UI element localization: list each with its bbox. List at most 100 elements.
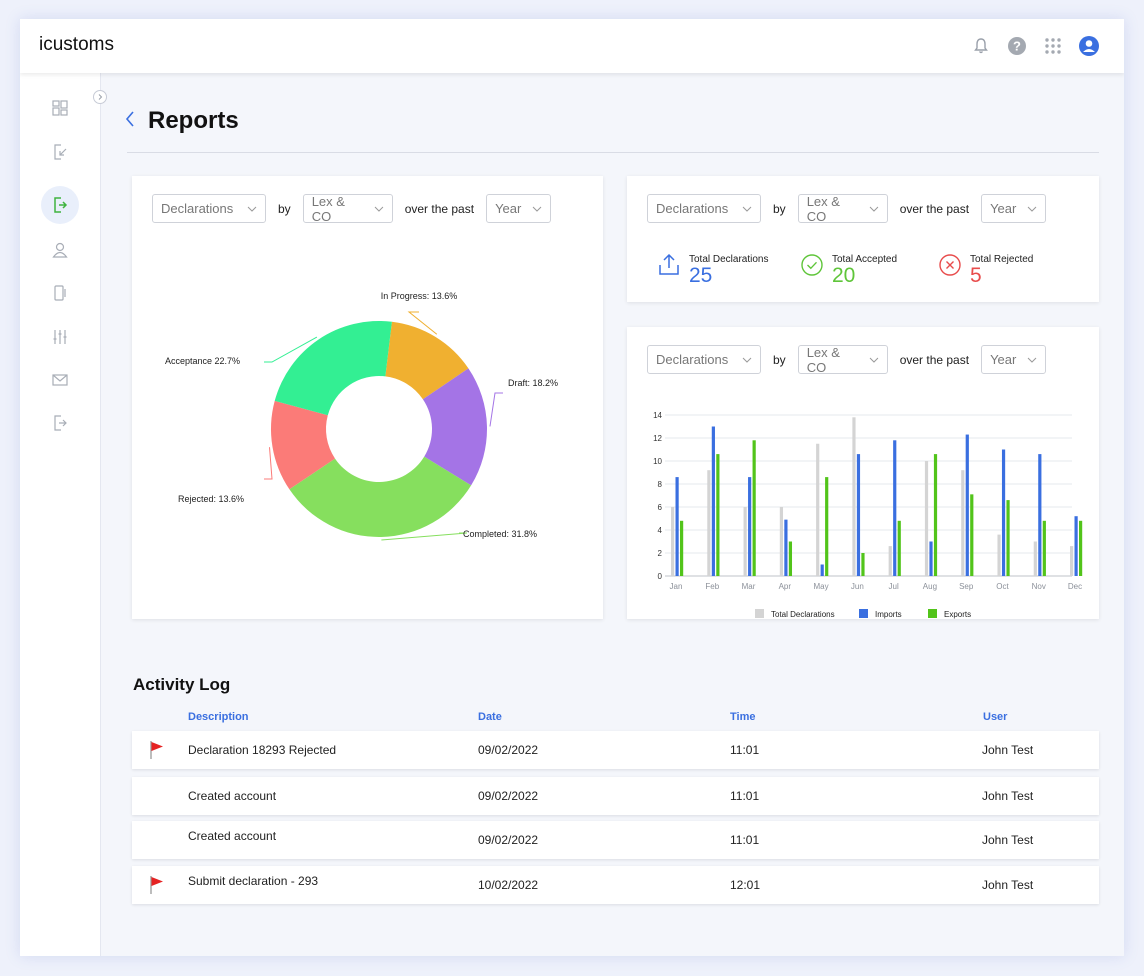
- bar-exports-apr[interactable]: [788, 541, 793, 577]
- bar-imports-nov[interactable]: [1038, 454, 1042, 576]
- bar-total-declarations-nov[interactable]: [1033, 541, 1037, 577]
- metric-select[interactable]: Declarations: [647, 345, 761, 374]
- donut-slice-draft[interactable]: [422, 368, 487, 486]
- stats-filters: Declarations by Lex & CO over the past Y…: [647, 194, 1047, 224]
- table-row[interactable]: Declaration 18293 Rejected 09/02/2022 11…: [132, 731, 1099, 769]
- bar-exports-jul[interactable]: [897, 520, 901, 576]
- bar-total-declarations-jun[interactable]: [852, 417, 856, 576]
- bar-chart: 0 2 4 6 8 10 12 14 Jan Feb Mar Apr May Jun Jul Aug Sep Oc…: [653, 411, 1083, 619]
- by-label: by: [773, 201, 786, 216]
- bar-exports-aug[interactable]: [933, 454, 938, 576]
- bar-total-declarations-mar[interactable]: [743, 507, 747, 576]
- user-account-icon[interactable]: [1078, 35, 1100, 57]
- donut-label: Completed: 31.8%: [463, 529, 537, 539]
- donut-label: Draft: 18.2%: [508, 378, 558, 388]
- company-select[interactable]: Lex & CO: [797, 194, 888, 224]
- bar-exports-feb[interactable]: [716, 454, 720, 576]
- filter-sliders-icon[interactable]: [41, 318, 79, 356]
- bar-exports-jun[interactable]: [861, 553, 865, 576]
- legend-swatch: [928, 609, 937, 618]
- bar-imports-jul[interactable]: [893, 440, 897, 576]
- bar-total-declarations-sep[interactable]: [961, 470, 965, 576]
- y-tick-label: 8: [658, 480, 663, 489]
- col-header-date[interactable]: Date: [478, 711, 502, 723]
- x-tick-label: Feb: [705, 582, 719, 591]
- col-header-user[interactable]: User: [983, 711, 1008, 723]
- bar-exports-oct[interactable]: [1006, 500, 1010, 576]
- col-header-time[interactable]: Time: [730, 711, 756, 723]
- bar-imports-sep[interactable]: [965, 434, 969, 576]
- donut-slice-acceptance[interactable]: [274, 321, 392, 416]
- period-select[interactable]: Year: [981, 194, 1047, 223]
- bar-imports-jun[interactable]: [856, 454, 861, 576]
- dashboard-icon[interactable]: [41, 89, 79, 127]
- bar-total-declarations-apr[interactable]: [779, 507, 784, 576]
- table-row[interactable]: Created account 09/02/2022 11:01 John Te…: [132, 821, 1099, 859]
- donut-slice-completed[interactable]: [289, 456, 472, 537]
- bar-imports-jan[interactable]: [675, 477, 679, 576]
- table-row[interactable]: Submit declaration - 293 10/02/2022 12:0…: [132, 866, 1099, 904]
- donut-slice-in-progress[interactable]: [385, 321, 469, 400]
- bar-exports-nov[interactable]: [1042, 520, 1046, 576]
- bar-total-declarations-jan[interactable]: [671, 507, 675, 576]
- apps-grid-icon[interactable]: [1042, 35, 1064, 57]
- import-icon[interactable]: [41, 133, 79, 171]
- help-icon[interactable]: ?: [1006, 35, 1028, 57]
- company-select[interactable]: Lex & CO: [302, 193, 393, 224]
- bar-imports-may[interactable]: [820, 564, 824, 577]
- row-date: 09/02/2022: [478, 743, 539, 757]
- red-flag-icon: [149, 740, 165, 763]
- bar-imports-apr[interactable]: [784, 519, 788, 576]
- chevron-down-icon: [742, 206, 752, 212]
- y-tick-label: 4: [658, 526, 663, 535]
- sidebar-collapse-toggle[interactable]: [93, 90, 107, 104]
- bar-total-declarations-aug[interactable]: [924, 461, 929, 576]
- legend-label: Imports: [875, 610, 902, 619]
- period-select[interactable]: Year: [486, 194, 552, 223]
- user-icon[interactable]: [41, 231, 79, 269]
- bar-exports-may[interactable]: [825, 477, 829, 576]
- bell-icon[interactable]: [970, 35, 992, 57]
- legend-swatch: [755, 609, 764, 618]
- x-tick-label: Sep: [959, 582, 974, 591]
- document-icon[interactable]: [41, 274, 79, 312]
- bar-filters: Declarations by Lex & CO over the past Y…: [647, 345, 1047, 375]
- bar-imports-aug[interactable]: [929, 541, 933, 577]
- bar-total-declarations-dec[interactable]: [1070, 546, 1074, 576]
- metric-select-value: Declarations: [656, 201, 729, 216]
- activity-log-title: Activity Log: [133, 675, 231, 694]
- bar-exports-dec[interactable]: [1079, 520, 1083, 576]
- bar-imports-oct[interactable]: [1001, 449, 1006, 577]
- app-logo[interactable]: icustoms: [39, 34, 114, 55]
- donut-slice-rejected[interactable]: [271, 400, 336, 490]
- bar-imports-feb[interactable]: [711, 426, 715, 577]
- logout-icon[interactable]: [41, 404, 79, 442]
- bar-total-declarations-oct[interactable]: [997, 534, 1001, 576]
- metric-select[interactable]: Declarations: [647, 194, 761, 223]
- row-time: 11:01: [730, 833, 760, 847]
- mail-icon[interactable]: [41, 361, 79, 399]
- company-select[interactable]: Lex & CO: [797, 345, 888, 375]
- bar-imports-mar[interactable]: [748, 477, 752, 576]
- red-flag-icon: [149, 875, 165, 898]
- stat-rejected-value: 5: [970, 264, 982, 287]
- stats-card: Declarations by Lex & CO over the past Y…: [627, 176, 1099, 302]
- period-select[interactable]: Year: [981, 345, 1047, 374]
- bar-total-declarations-feb[interactable]: [707, 470, 711, 576]
- table-row[interactable]: Created account 09/02/2022 11:01 John Te…: [132, 777, 1099, 815]
- bar-total-declarations-jul[interactable]: [888, 546, 892, 576]
- check-circle-icon: [800, 252, 824, 283]
- stat-total-label: Total Declarations: [689, 254, 769, 265]
- bar-total-declarations-may[interactable]: [816, 443, 820, 576]
- bar-exports-sep[interactable]: [970, 494, 974, 576]
- back-chevron-icon[interactable]: [124, 110, 136, 133]
- company-select-value: Lex & CO: [311, 193, 345, 224]
- metric-select[interactable]: Declarations: [152, 194, 266, 223]
- bar-exports-jan[interactable]: [680, 520, 684, 576]
- bar-exports-mar[interactable]: [752, 440, 756, 576]
- upload-icon: [657, 252, 681, 283]
- col-header-description[interactable]: Description: [188, 711, 249, 723]
- export-icon[interactable]: [41, 186, 79, 224]
- bar-imports-dec[interactable]: [1074, 516, 1078, 576]
- row-description: Created account: [188, 789, 277, 803]
